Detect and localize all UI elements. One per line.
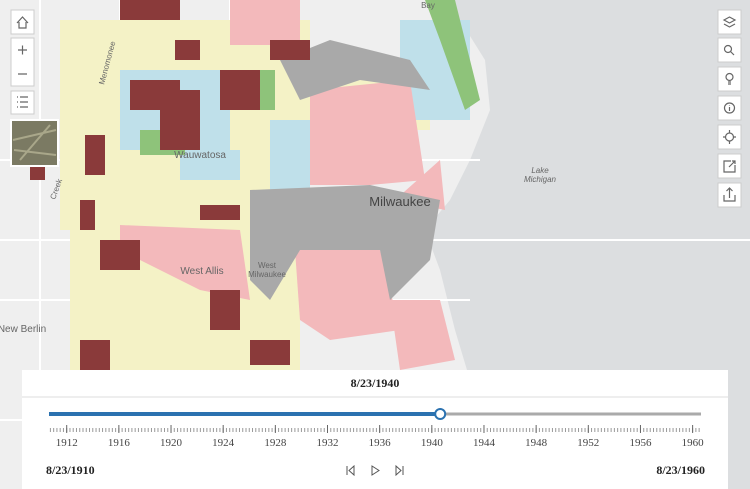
tick-label: 1912 [56,437,78,449]
tick-label: 1920 [160,437,183,449]
map-label: New Berlin [0,324,46,335]
tick-label: 1932 [317,437,339,449]
map-label: West [258,261,277,270]
left-toolbar [10,9,59,167]
previous-button[interactable] [346,464,355,477]
end-date: 8/23/1960 [656,463,705,477]
home-button[interactable] [10,9,35,35]
zoom-buttons[interactable] [10,37,35,87]
slider-thumb[interactable] [434,408,447,420]
map-label: Milwaukee [248,270,286,279]
start-date: 8/23/1910 [46,463,95,477]
current-date: 8/23/1940 [351,376,400,390]
tick-label: 1940 [421,437,444,449]
tick-label: 1916 [108,437,131,449]
lake [425,0,750,489]
search-button[interactable] [717,37,742,63]
layers-button[interactable] [717,9,742,35]
map-label: West Allis [180,266,223,277]
map-label: Lake [531,166,549,175]
tick-label: 1952 [577,437,599,449]
map-label: Bay [421,1,435,10]
zones [30,0,480,370]
right-toolbar [717,9,742,208]
next-button[interactable] [395,464,404,477]
tick-label: 1936 [369,437,392,449]
time-slider: 8/23/1940 8/23/1910 8/23/1960 1912 1916 19… [22,370,728,489]
locate-button[interactable] [717,124,742,150]
tick-label: 1960 [682,437,705,449]
tips-button[interactable] [717,66,742,92]
map-label: Wauwatosa [174,150,226,161]
play-button[interactable] [371,465,380,476]
map-label: Milwaukee [369,194,430,209]
tick-label: 1928 [264,437,287,449]
tick-label: 1944 [473,437,496,449]
tick-label: 1948 [525,437,548,449]
map-label: Michigan [524,175,557,184]
slider-panel [22,370,728,489]
tick-label: 1956 [629,437,652,449]
tick-label: 1924 [212,437,235,449]
